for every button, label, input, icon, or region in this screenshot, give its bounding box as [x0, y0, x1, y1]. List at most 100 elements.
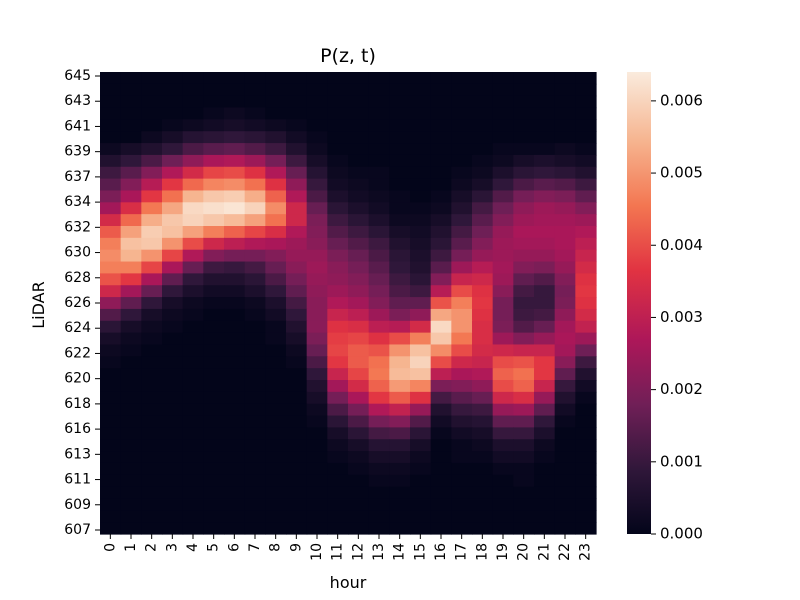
heatmap-cell	[389, 202, 411, 215]
heatmap-cell	[265, 119, 287, 132]
heatmap-cell	[410, 474, 432, 488]
heatmap-cell	[410, 214, 432, 227]
heatmap-cell	[244, 143, 266, 156]
heatmap-cell	[410, 190, 432, 203]
heatmap-cell	[368, 486, 390, 500]
heatmap-cell	[472, 320, 494, 334]
heatmap-cell	[120, 320, 142, 334]
heatmap-cell	[100, 83, 122, 97]
heatmap-cell	[100, 107, 122, 120]
heatmap-cell	[182, 107, 204, 120]
heatmap-cell	[430, 320, 452, 334]
heatmap-cell	[286, 214, 308, 227]
heatmap-cell	[410, 202, 432, 215]
heatmap-cell	[100, 285, 122, 298]
heatmap-cell	[141, 261, 163, 274]
heatmap-cell	[244, 356, 266, 369]
heatmap-cell	[451, 474, 473, 488]
x-tick-label: 18	[474, 543, 490, 561]
x-tick-label: 6	[226, 543, 242, 552]
heatmap-cell	[430, 72, 452, 85]
heatmap-cell	[575, 451, 597, 464]
heatmap-cell	[513, 107, 535, 120]
heatmap-cell	[348, 498, 370, 511]
heatmap-cell	[224, 72, 246, 85]
heatmap-cell	[100, 427, 122, 440]
x-tick-label: 13	[371, 543, 387, 561]
y-tick-label: 613	[64, 446, 91, 462]
heatmap-cell	[513, 190, 535, 203]
heatmap-cell	[224, 143, 246, 156]
heatmap-cell	[162, 486, 184, 500]
heatmap-cell	[348, 320, 370, 334]
heatmap-cell	[472, 72, 494, 85]
heatmap-cell	[389, 451, 411, 464]
heatmap-cell	[244, 190, 266, 203]
heatmap-cell	[472, 249, 494, 263]
heatmap-cell	[182, 415, 204, 428]
heatmap-cell	[120, 249, 142, 263]
x-tick-label: 4	[185, 543, 201, 552]
heatmap-cell	[120, 107, 142, 120]
y-tick-label: 641	[64, 118, 91, 134]
heatmap-cell	[554, 462, 576, 476]
heatmap-cell	[554, 498, 576, 511]
heatmap-cell	[554, 249, 576, 263]
heatmap-cell	[162, 226, 184, 239]
heatmap-cell	[182, 486, 204, 500]
heatmap-cell	[430, 415, 452, 428]
heatmap-cell	[534, 166, 556, 180]
heatmap-cell	[368, 308, 390, 322]
heatmap-cell	[203, 83, 225, 97]
heatmap-cell	[451, 131, 473, 144]
heatmap-cell	[513, 154, 535, 168]
heatmap-cell	[244, 202, 266, 215]
heatmap-cell	[286, 83, 308, 97]
heatmap-cell	[162, 285, 184, 298]
heatmap-cell	[286, 178, 308, 192]
heatmap-cell	[244, 320, 266, 334]
heatmap-cell	[534, 451, 556, 464]
heatmap-cell	[430, 131, 452, 144]
heatmap-cell	[348, 131, 370, 144]
heatmap-cell	[534, 178, 556, 192]
heatmap-cell	[492, 344, 514, 357]
heatmap-cell	[306, 498, 328, 511]
heatmap-cell	[244, 415, 266, 428]
heatmap-cell	[203, 380, 225, 393]
heatmap-cell	[472, 119, 494, 132]
heatmap-cell	[348, 237, 370, 251]
heatmap-cell	[368, 368, 390, 381]
heatmap-cell	[410, 308, 432, 322]
heatmap-cell	[203, 308, 225, 322]
heatmap-cell	[430, 95, 452, 109]
heatmap-cell	[451, 297, 473, 310]
heatmap-cell	[286, 154, 308, 168]
heatmap-cell	[244, 498, 266, 511]
heatmap-cell	[451, 320, 473, 334]
heatmap-cell	[120, 190, 142, 203]
heatmap-cell	[224, 474, 246, 488]
heatmap-cell	[244, 131, 266, 144]
heatmap-cell	[100, 510, 122, 523]
y-axis-label: LiDAR	[29, 281, 48, 328]
heatmap-cell	[348, 439, 370, 452]
heatmap-cell	[451, 510, 473, 523]
heatmap-cell	[120, 237, 142, 251]
heatmap-cell	[120, 380, 142, 393]
heatmap-cell	[492, 143, 514, 156]
heatmap-cell	[451, 308, 473, 322]
heatmap-cell	[575, 214, 597, 227]
heatmap-cell	[182, 226, 204, 239]
heatmap-cell	[492, 403, 514, 417]
heatmap-cell	[368, 462, 390, 476]
heatmap-cell	[162, 202, 184, 215]
heatmap-cell	[286, 297, 308, 310]
heatmap-cell	[306, 261, 328, 274]
heatmap-cell	[286, 285, 308, 298]
heatmap-cell	[306, 249, 328, 263]
heatmap-cell	[141, 391, 163, 405]
heatmap-cell	[141, 451, 163, 464]
heatmap-cell	[265, 214, 287, 227]
